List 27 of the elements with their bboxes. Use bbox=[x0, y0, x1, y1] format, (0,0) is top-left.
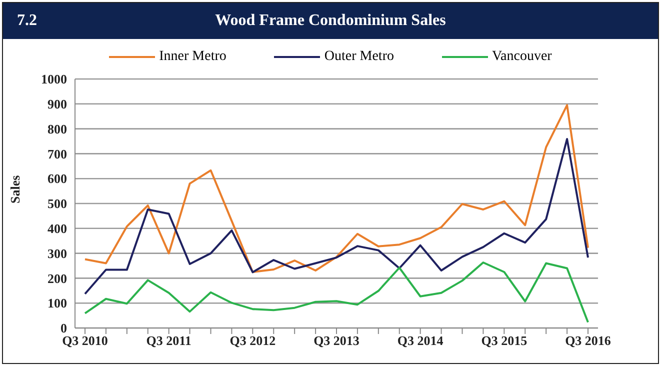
legend-label: Inner Metro bbox=[159, 49, 226, 65]
x-tick-label: Q3 2015 bbox=[481, 333, 528, 348]
y-tick-label: 700 bbox=[48, 146, 67, 162]
y-axis-title: Sales bbox=[8, 175, 23, 204]
legend-label: Vancouver bbox=[492, 49, 552, 65]
y-tick-label: 600 bbox=[48, 171, 67, 186]
y-tick-label: 300 bbox=[48, 246, 67, 261]
line-series bbox=[84, 104, 589, 273]
y-tick-label: 0 bbox=[60, 320, 67, 336]
x-tick-label: Q3 2013 bbox=[314, 333, 360, 348]
x-tick-label: Q3 2011 bbox=[146, 333, 192, 348]
x-tick-label: Q3 2014 bbox=[397, 333, 444, 348]
y-tick-label: 400 bbox=[48, 221, 67, 236]
y-tick-label: 900 bbox=[48, 96, 67, 112]
legend-label: Outer Metro bbox=[324, 49, 394, 65]
line-series bbox=[84, 262, 589, 324]
y-tick-label: 100 bbox=[48, 296, 67, 311]
x-tick-label: Q3 2016 bbox=[565, 333, 612, 348]
y-tick-label: 800 bbox=[48, 121, 67, 136]
chart-title: Wood Frame Condominium Sales bbox=[215, 12, 446, 30]
line-series bbox=[84, 138, 589, 295]
y-tick-label: 500 bbox=[48, 196, 67, 212]
y-tick-label: 200 bbox=[48, 270, 67, 286]
text: 7.2 bbox=[17, 12, 37, 30]
y-tick-label: 1000 bbox=[41, 72, 67, 87]
x-tick-label: Q3 2012 bbox=[230, 333, 276, 348]
x-tick-label: Q3 2010 bbox=[62, 333, 108, 348]
